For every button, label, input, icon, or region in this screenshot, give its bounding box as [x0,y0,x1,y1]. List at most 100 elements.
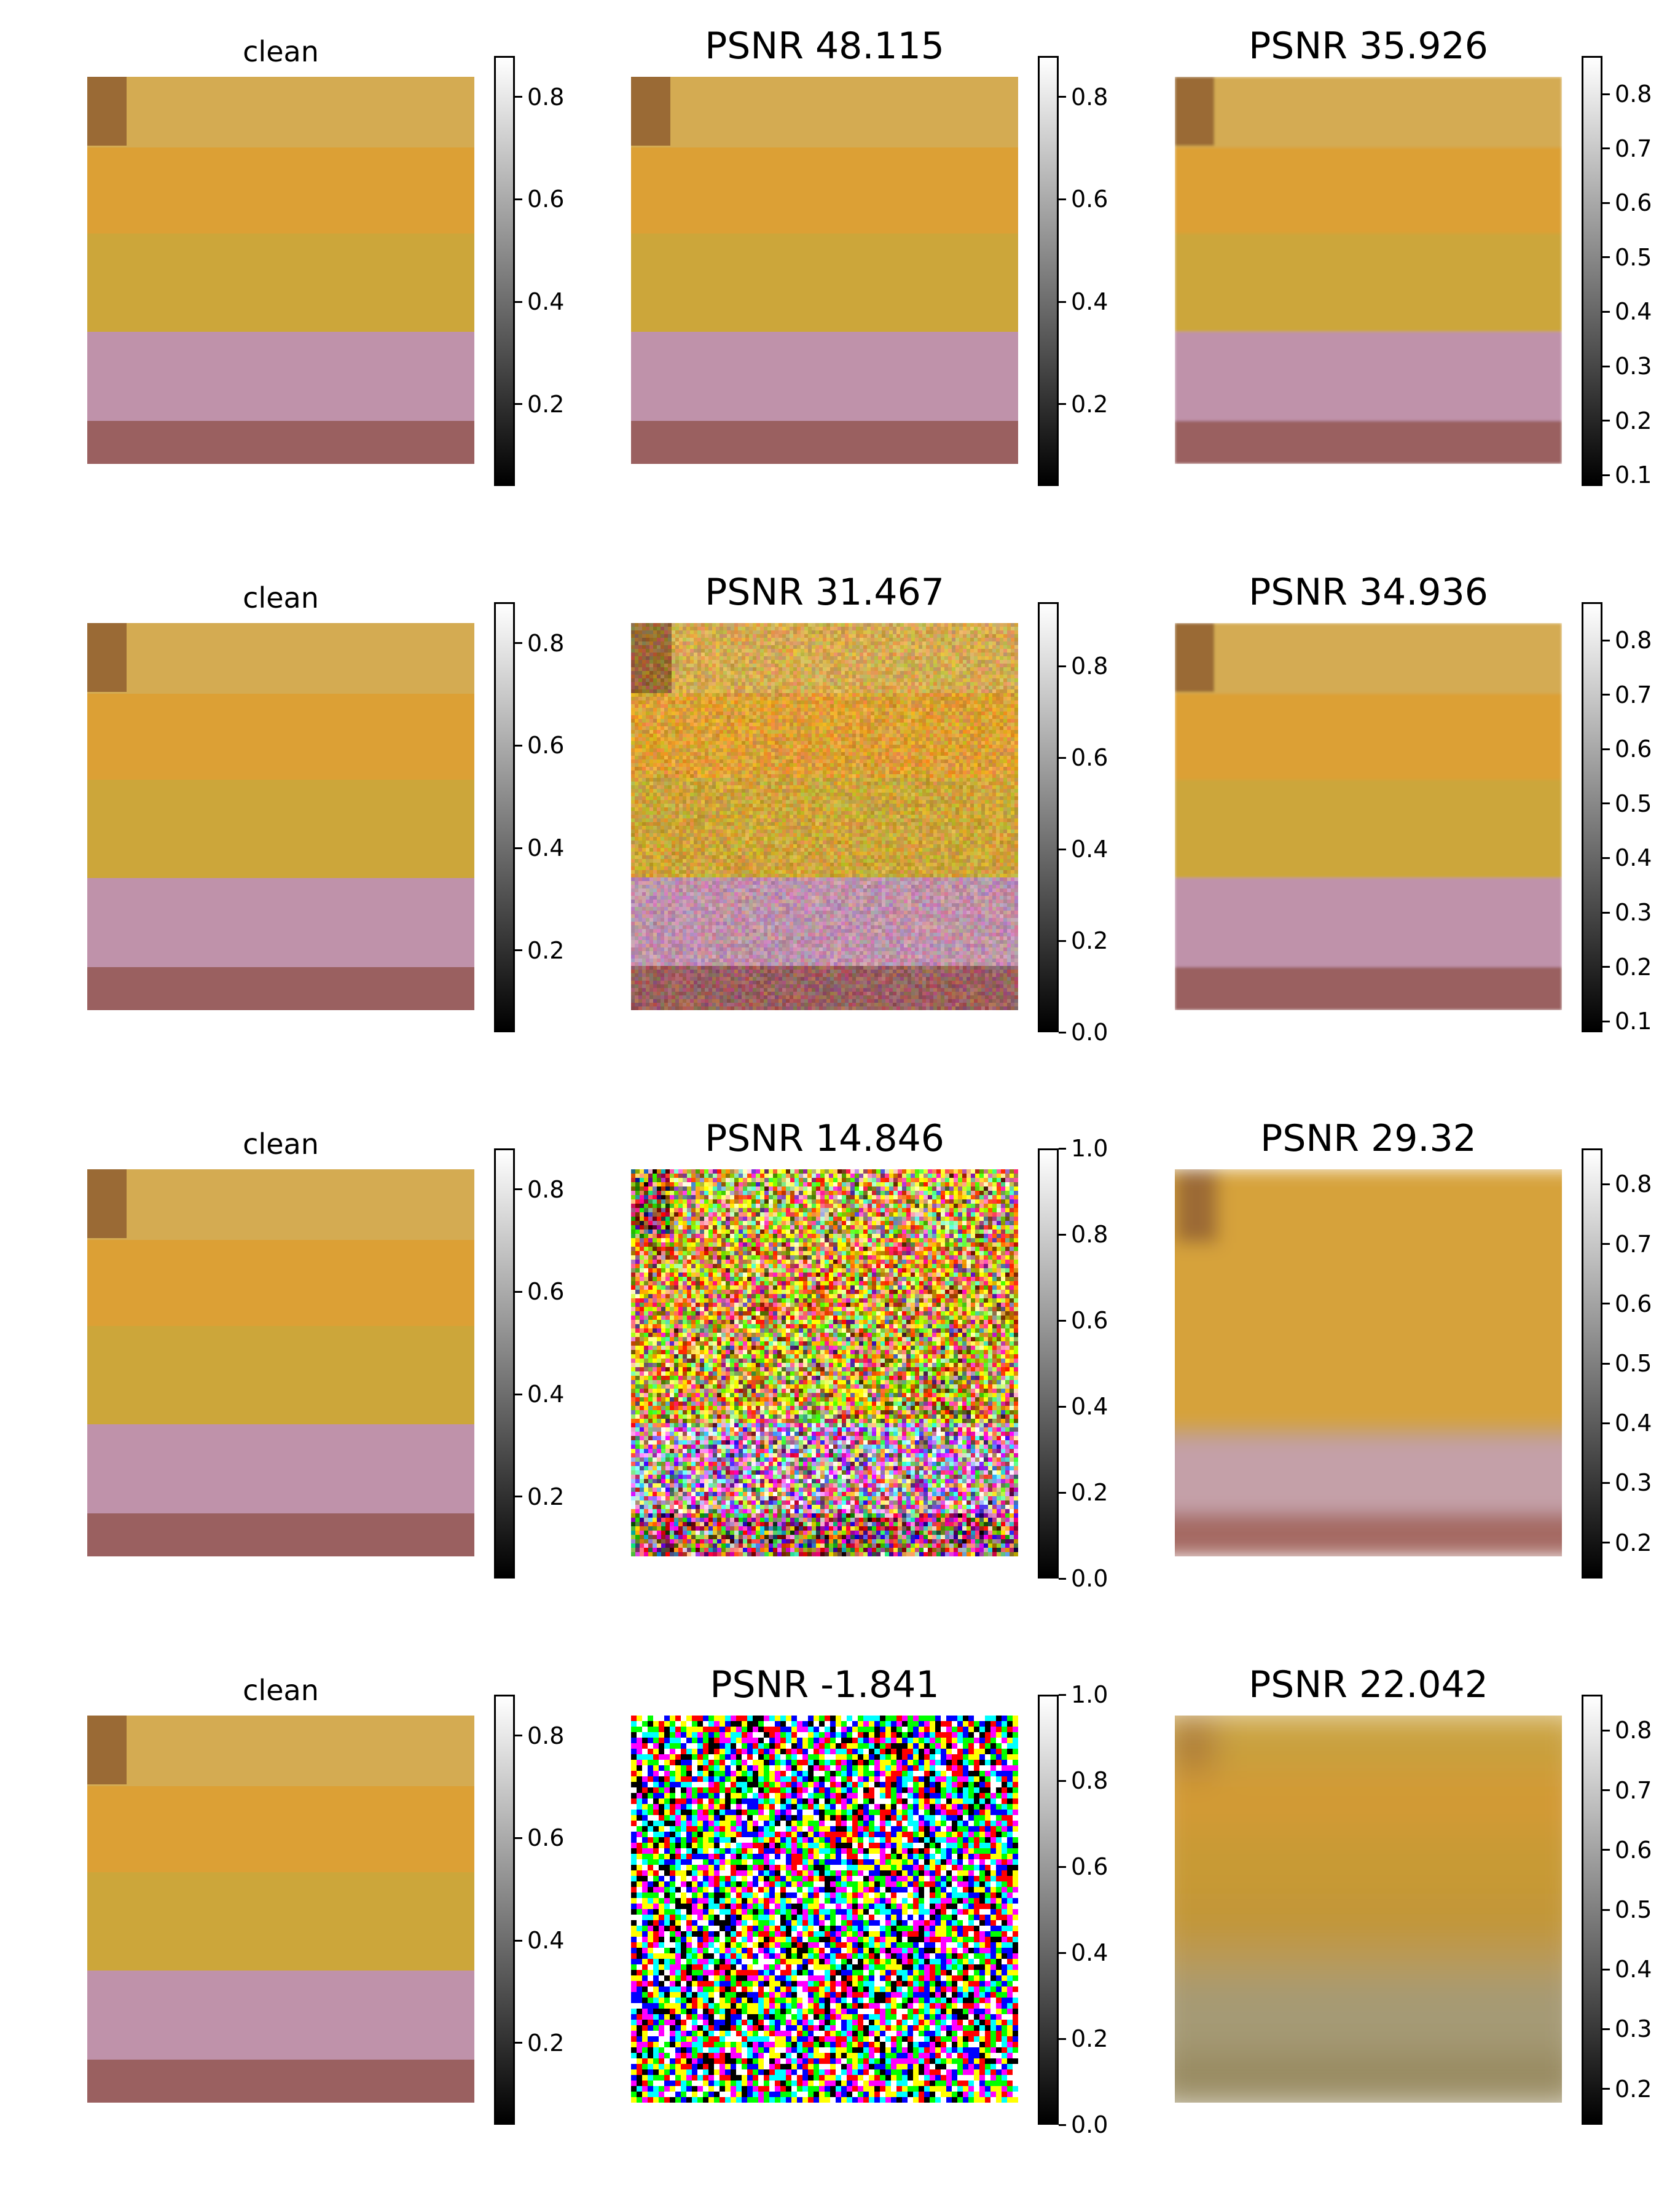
colorbar-tick-label: 0.2 [527,1483,564,1510]
image-band [87,694,474,780]
colorbar-tick-label: 0.4 [1615,844,1652,871]
colorbar-tick-label: 0.5 [1615,1896,1652,1923]
panel-title-clean: clean [87,584,474,612]
image-band [1175,2053,1562,2103]
image-band [1175,1169,1562,1427]
colorbar-tick-mark [515,1837,522,1839]
image-canvas [1175,77,1562,464]
image-band [1175,147,1562,233]
colorbar-tick-mark [1602,694,1610,696]
panel-image [631,623,1018,1010]
colorbar-tick-mark [515,1393,522,1395]
colorbar-tick-mark [1059,1693,1066,1696]
colorbar-tick-label: 0.7 [1615,1231,1652,1258]
colorbar-tick-label: 0.7 [1615,1777,1652,1804]
panel-title-clean: clean [87,1130,474,1158]
noise-pixels [631,1716,1018,2103]
image-band [1175,77,1562,147]
colorbar-tick-label: 0.4 [527,1927,564,1954]
colorbar-tick-mark [515,642,522,645]
colorbar-tick-label: 0.4 [527,288,564,315]
colorbar-tick-mark [515,949,522,952]
colorbar-tick-mark [515,403,522,406]
panel-title-psnr: PSNR 48.115 [631,28,1018,65]
colorbar-tick-mark [1059,665,1066,667]
colorbar-tick-label: 0.6 [527,186,564,213]
colorbar-tick-label: 0.8 [1615,1717,1652,1744]
colorbar-tick-mark [1602,1183,1610,1185]
image-band [631,77,1018,147]
colorbar-tick-mark [1059,939,1066,942]
colorbar-tick-mark [1602,2028,1610,2030]
colorbar-tick-mark [1602,966,1610,968]
colorbar-tick-label: 0.2 [1071,2025,1108,2052]
colorbar-tick-mark [1059,1491,1066,1494]
colorbar-tick-label: 0.6 [1615,1290,1652,1317]
image-canvas [87,1169,474,1556]
colorbar-tick-label: 0.4 [1071,1939,1108,1966]
image-band [87,77,474,147]
image-band [1175,780,1562,878]
image-band [87,780,474,878]
image-band [87,878,474,967]
colorbar-tick-label: 0.6 [1071,186,1108,213]
colorbar-tick-mark [1059,1577,1066,1580]
colorbar-tick-mark [1059,1405,1066,1408]
image-band [87,1716,127,1784]
colorbar-tick-mark [1602,1303,1610,1305]
colorbar-tick-mark [1602,1243,1610,1245]
colorbar-tick-label: 0.6 [1071,1307,1108,1334]
colorbar-tick-label: 0.8 [1071,84,1108,111]
colorbar-tick-label: 1.0 [1071,1135,1108,1162]
image-band [1175,233,1562,332]
colorbar [1582,56,1602,486]
colorbar-tick-mark [1059,1951,1066,1954]
colorbar-tick-mark [1059,1319,1066,1322]
image-band [87,1716,474,1786]
colorbar-tick-mark [1602,857,1610,859]
image-band [631,233,1018,332]
image-canvas [631,77,1018,464]
colorbar-tick-mark [1602,1908,1610,1911]
colorbar [1038,1695,1059,2125]
colorbar-tick-label: 0.2 [527,937,564,964]
colorbar [1582,1148,1602,1579]
colorbar-tick-mark [1059,1031,1066,1033]
colorbar-tick-label: 0.8 [1615,627,1652,654]
colorbar-tick-label: 0.0 [1071,2111,1108,2138]
panel-title-psnr: PSNR 31.467 [631,574,1018,611]
panel-image [87,77,474,464]
colorbar-tick-label: 0.5 [1615,244,1652,271]
colorbar-tick-label: 0.8 [1615,1171,1652,1198]
image-band [1175,694,1562,780]
image-canvas [87,623,474,1010]
colorbar-tick-label: 0.2 [1071,927,1108,954]
colorbar-tick-label: 0.3 [1615,1469,1652,1496]
colorbar-tick-label: 0.5 [1615,1350,1652,1377]
panel-image [1175,1169,1562,1556]
colorbar [1582,602,1602,1032]
image-band [87,623,474,694]
image-canvas [631,1169,1018,1556]
colorbar-tick-label: 0.2 [1615,1529,1652,1556]
image-band [1175,878,1562,967]
colorbar-tick-label: 0.6 [527,1278,564,1305]
colorbar [494,1148,515,1579]
image-band [87,1786,474,1872]
colorbar-tick-mark [1602,639,1610,641]
colorbar-tick-mark [1602,911,1610,914]
panel-image [631,1716,1018,2103]
colorbar [494,1695,515,2125]
colorbar-tick-mark [1602,202,1610,204]
colorbar-tick-mark [1602,1481,1610,1484]
image-band [87,1169,474,1240]
image-band [631,77,670,146]
image-band [1175,1427,1562,1440]
panel-title-psnr: PSNR 14.846 [631,1120,1018,1157]
colorbar-tick-mark [1602,1422,1610,1424]
panel-title-psnr: PSNR 29.32 [1175,1120,1562,1157]
colorbar-tick-mark [1602,1968,1610,1971]
colorbar-tick-mark [1602,1542,1610,1544]
colorbar-tick-mark [515,1735,522,1737]
colorbar-tick-label: 0.1 [1615,1008,1652,1035]
